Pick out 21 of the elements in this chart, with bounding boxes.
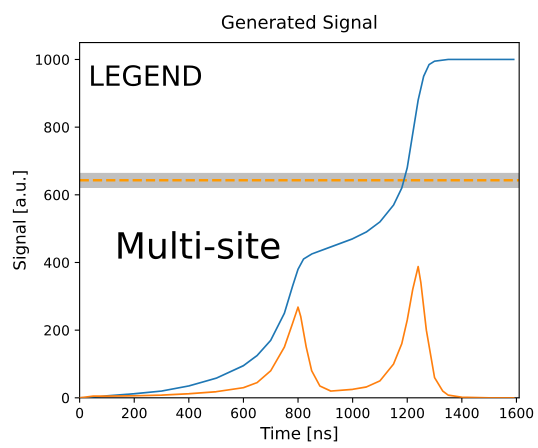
y-tick-label: 800 bbox=[44, 122, 69, 133]
y-tick-label: 600 bbox=[44, 190, 69, 200]
annotation: Multi-site bbox=[118, 231, 280, 260]
x-tick-label: 800 bbox=[286, 408, 310, 418]
x-tick-label: 200 bbox=[122, 408, 147, 418]
x-tick-label: 1200 bbox=[391, 408, 424, 418]
y-axis-title: Signal [a.u.] bbox=[12, 171, 29, 270]
y-tick-label: 200 bbox=[44, 325, 69, 336]
x-tick-label: 400 bbox=[176, 408, 202, 418]
y-tick-label: 0 bbox=[62, 392, 69, 404]
annotation: LEGEND bbox=[91, 65, 202, 86]
x-tick-label: 0 bbox=[76, 408, 84, 418]
y-tick-label: 400 bbox=[44, 257, 69, 268]
y-tick-label: 1000 bbox=[36, 54, 69, 65]
x-tick-label: 1400 bbox=[446, 408, 479, 418]
chart-title: Generated Signal bbox=[222, 14, 376, 32]
x-axis-title: Time [ns] bbox=[260, 426, 338, 442]
x-tick-label: 1600 bbox=[500, 408, 534, 418]
line-series bbox=[80, 266, 515, 398]
x-tick-label: 600 bbox=[231, 408, 256, 418]
x-tick-label: 1000 bbox=[336, 408, 370, 418]
